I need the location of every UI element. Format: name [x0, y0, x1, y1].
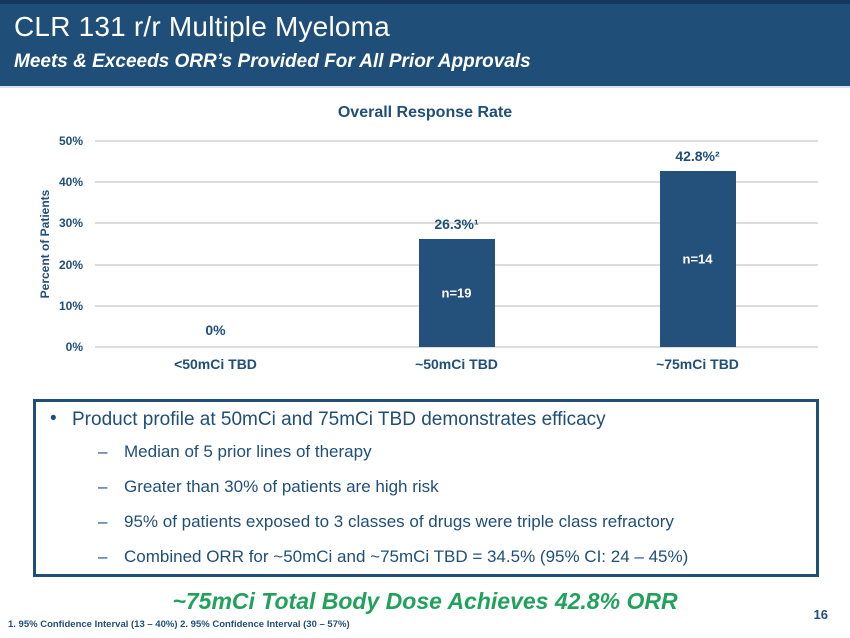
green-callout-text: ~75mCi Total Body Dose Achieves 42.8% OR… [172, 588, 678, 614]
bar-value-label: 26.3%¹ [434, 215, 479, 232]
x-category-label: <50mCi TBD [174, 356, 257, 372]
main-bullet: Product profile at 50mCi and 75mCi TBD d… [48, 408, 806, 431]
bar [659, 170, 736, 347]
y-tick-label: 10% [58, 298, 83, 313]
sub-bullet-item: Greater than 30% of patients are high ri… [98, 477, 806, 497]
header-top-strip [0, 0, 850, 4]
bar-n-label: n=19 [441, 285, 472, 301]
y-tick-label: 50% [58, 134, 83, 148]
page-number: 16 [813, 607, 828, 622]
summary-bullet-box: Product profile at 50mCi and 75mCi TBD d… [33, 399, 819, 577]
bar-column: 0% <50mCi TBD [95, 141, 336, 372]
bar-value-label: 42.8%² [675, 147, 720, 164]
y-tick-label: 30% [58, 216, 83, 231]
bullet-list: Product profile at 50mCi and 75mCi TBD d… [48, 408, 806, 431]
gridline [95, 346, 818, 348]
sub-bullet-item: 95% of patients exposed to 3 classes of … [98, 512, 806, 532]
bar-column: n=14 42.8%² ~75mCi TBD [577, 141, 818, 372]
slide-title: CLR 131 r/r Multiple Myeloma [14, 11, 390, 42]
chart-title: Overall Response Rate [337, 104, 513, 121]
bar [418, 238, 495, 347]
bar-n-label: n=14 [682, 251, 713, 267]
gridline [95, 222, 818, 225]
x-category-label: ~75mCi TBD [656, 356, 739, 372]
bar-chart-plot-area: Percent of Patients 0% 10% 20% 30% 40% 50% 0%… [38, 134, 818, 372]
x-category-label: ~50mCi TBD [415, 356, 498, 372]
sub-bullet-item: Combined ORR for ~50mCi and ~75mCi TBD =… [98, 547, 806, 567]
footnote-text: 1. 95% Confidence Interval (13 – 40%) 2.… [8, 619, 350, 630]
y-tick-label: 40% [58, 175, 83, 190]
y-tick-label: 0% [65, 340, 83, 354]
gridline [95, 181, 818, 184]
sub-bullet-item: Median of 5 prior lines of therapy [98, 442, 806, 462]
sub-bullet-list: Median of 5 prior lines of therapy Greate… [48, 442, 806, 567]
y-axis-title: Percent of Patients [38, 189, 52, 299]
slide-header: CLR 131 r/r Multiple Myeloma Meets & Exc… [0, 0, 850, 88]
slide-subtitle: Meets & Exceeds ORR’s Provided For All P… [14, 51, 531, 72]
bar-value-label: 0% [205, 322, 226, 338]
bar-columns: 0% <50mCi TBD n=19 26.3%¹ ~50mCi TBD n=14 42.8… [95, 141, 818, 372]
bar-column: n=19 26.3%¹ ~50mCi TBD [336, 141, 577, 372]
y-tick-label: 20% [58, 257, 83, 272]
gridline [95, 140, 818, 142]
